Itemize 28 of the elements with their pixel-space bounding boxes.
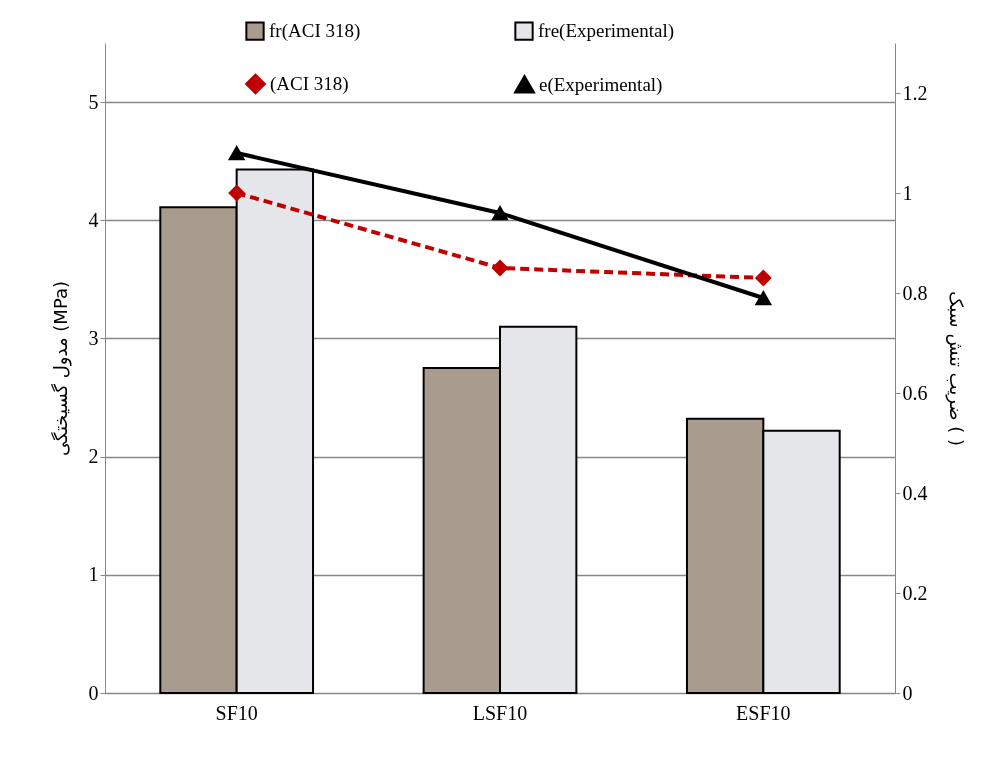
y-tick-label: 4 [88,208,99,231]
y2-axis-title: ضریب تنش سبک ( ) [944,291,967,446]
y2-tick-label: 0.2 [902,581,928,604]
point [755,269,772,287]
y2-tick-label: 0.4 [902,481,928,504]
legend-label: e(Experimental) [539,73,663,96]
y-tick-label: 0 [88,681,99,704]
y-tick-label: 1 [88,563,99,586]
y2-tick-label: 0.6 [902,381,928,404]
y-tick-label: 5 [88,90,99,113]
legend-label: fre(Experimental) [538,20,675,43]
point [491,259,509,277]
x-tick-label: ESF10 [736,701,791,724]
y2-tick-label: 1 [902,181,913,204]
y2-tick-label: 1.2 [902,81,928,104]
y2-tick-label: 0 [902,681,913,704]
x-tick-label: LSF10 [472,701,528,724]
x-tick-label: SF10 [215,701,258,724]
point [491,205,509,221]
y-axis-title: مدول گسیختگی (MPa) [49,280,72,457]
legend-label: (ACI 318) [270,72,349,95]
point [228,184,245,202]
point [228,145,245,161]
legend-label: fr(ACI 318) [269,20,361,43]
point [755,290,772,306]
y-tick-label: 3 [88,326,99,349]
y-tick-label: 2 [88,445,99,468]
y2-tick-label: 0.8 [902,281,928,304]
